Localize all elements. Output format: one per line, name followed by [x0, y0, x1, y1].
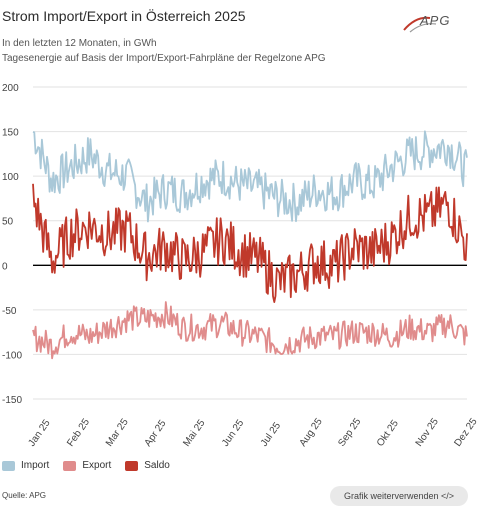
- y-tick-label: 200: [2, 83, 19, 94]
- y-tick-label: 150: [2, 128, 19, 139]
- x-tick-label: Aug 25: [298, 416, 325, 448]
- x-tick-label: Jan 25: [26, 417, 52, 448]
- apg-logo: APG: [402, 10, 466, 34]
- x-tick-label: Feb 25: [65, 417, 92, 448]
- y-tick-label: 100: [2, 172, 19, 183]
- source-note: Quelle: APG: [2, 491, 47, 500]
- legend-item-saldo[interactable]: Saldo: [125, 460, 170, 471]
- chart-subtitle-description: Tagesenergie auf Basis der Import/Export…: [2, 53, 326, 64]
- x-tick-label: Sep 25: [336, 416, 363, 448]
- x-tick-label: Apr 25: [143, 418, 169, 448]
- reuse-graphic-button[interactable]: Grafik weiterverwenden </>: [330, 486, 468, 506]
- y-tick-label: -100: [2, 350, 22, 361]
- apg-logo-text: APG: [420, 13, 451, 28]
- legend-label-export: Export: [82, 460, 112, 471]
- chart-subtitle-units: In den letzten 12 Monaten, in GWh: [2, 38, 157, 49]
- legend-item-export[interactable]: Export: [63, 460, 111, 471]
- line-chart: 200 150 100 50 0 -50 -100 -150 Jan 25 Feb 25 Mar 2…: [2, 83, 477, 448]
- apg-logo-swoosh-icon: [403, 16, 437, 33]
- x-tick-label: Mar 25: [104, 417, 131, 448]
- series-line-export: [32, 301, 468, 360]
- legend-item-import[interactable]: Import: [2, 460, 49, 471]
- x-tick-label: Okt 25: [375, 418, 401, 448]
- legend-swatch-saldo: [125, 460, 139, 471]
- legend-label-saldo: Saldo: [144, 460, 170, 471]
- chart-legend: Import Export Saldo: [2, 460, 184, 471]
- series-line-saldo: [32, 183, 468, 303]
- series-line-import: [32, 130, 468, 223]
- x-tick-label: Dez 25: [452, 416, 477, 448]
- x-tick-label: Mai 25: [181, 417, 207, 448]
- y-tick-label: 50: [2, 217, 14, 228]
- y-tick-label: 0: [2, 261, 8, 272]
- x-tick-label: Nov 25: [414, 416, 441, 448]
- legend-swatch-export: [63, 460, 77, 471]
- chart-title: Strom Import/Export in Österreich 2025: [2, 8, 246, 24]
- legend-label-import: Import: [21, 460, 50, 471]
- y-tick-label: -150: [2, 395, 22, 406]
- x-tick-label: Jul 25: [259, 420, 284, 448]
- legend-swatch-import: [2, 460, 15, 471]
- y-tick-label: -50: [2, 306, 17, 317]
- x-tick-label: Jun 25: [220, 417, 246, 448]
